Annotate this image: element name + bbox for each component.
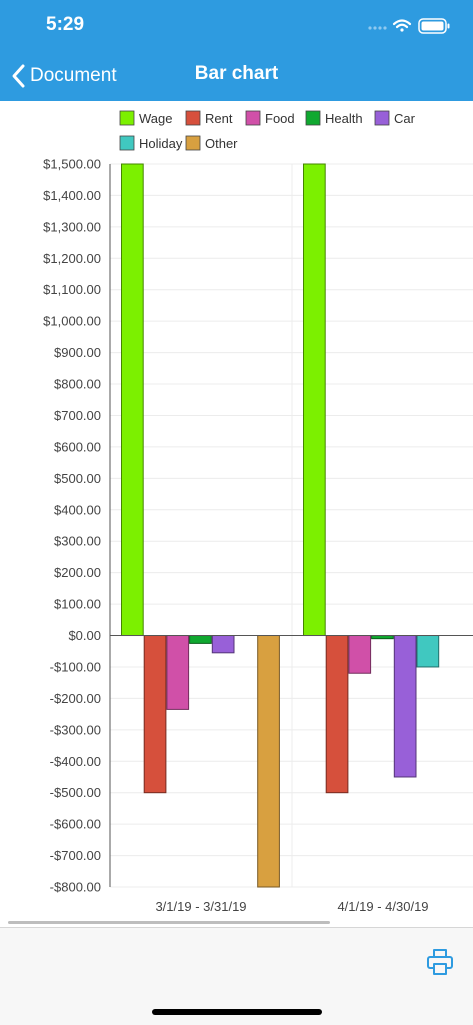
- y-tick-label: $700.00: [54, 408, 101, 423]
- y-tick-label: -$600.00: [50, 817, 101, 832]
- legend-label-1: Rent: [205, 111, 233, 126]
- x-tick-label: 4/1/19 - 4/30/19: [337, 899, 428, 914]
- bottom-toolbar: [0, 927, 473, 1025]
- print-icon[interactable]: [424, 946, 456, 978]
- y-tick-label: $800.00: [54, 377, 101, 392]
- status-icons: [368, 18, 450, 34]
- back-button[interactable]: Document: [10, 60, 117, 92]
- app-header: 5:29 Document Bar chart: [0, 0, 473, 101]
- bar-car-1: [393, 635, 417, 778]
- legend-label-0: Wage: [139, 111, 172, 126]
- y-tick-label: $1,000.00: [43, 314, 101, 329]
- bar-rent-0: [143, 635, 167, 794]
- y-tick-label: $1,400.00: [43, 188, 101, 203]
- y-tick-label: $900.00: [54, 345, 101, 360]
- bar-food-0: [166, 635, 190, 710]
- y-tick-label: $500.00: [54, 471, 101, 486]
- chevron-left-icon: [12, 64, 25, 88]
- back-button-label: Document: [30, 65, 117, 86]
- y-tick-label: -$200.00: [50, 691, 101, 706]
- status-time: 5:29: [46, 14, 85, 35]
- bar-health-0: [189, 635, 212, 644]
- bar-chart: Wage Rent Food Health Car Holiday Other $1,500.…: [43, 110, 473, 914]
- y-tick-label: $100.00: [54, 597, 101, 612]
- bar-wage-1: [303, 163, 326, 637]
- bar-holiday-1: [416, 635, 440, 668]
- y-tick-label: $400.00: [54, 502, 101, 517]
- legend-swatch-6: [185, 135, 201, 151]
- legend-label-3: Health: [325, 111, 363, 126]
- page-title: Bar chart: [194, 63, 279, 84]
- signal-icon: [368, 26, 387, 30]
- wifi-icon: [392, 19, 412, 32]
- y-tick-label: -$800.00: [50, 880, 101, 895]
- legend-swatch-1: [185, 110, 201, 126]
- y-tick-label: -$500.00: [50, 785, 101, 800]
- bar-wage-0: [121, 163, 144, 637]
- y-tick-label: -$400.00: [50, 754, 101, 769]
- legend-swatch-5: [119, 135, 135, 151]
- y-tick-label: $1,500.00: [43, 157, 101, 172]
- bar-other-0: [257, 635, 280, 888]
- legend-swatch-4: [374, 110, 390, 126]
- y-tick-label: $1,100.00: [43, 282, 101, 297]
- horizontal-scrollbar[interactable]: [8, 921, 330, 924]
- y-tick-label: -$100.00: [50, 659, 101, 674]
- home-indicator: [152, 1009, 322, 1015]
- y-tick-label: $600.00: [54, 439, 101, 454]
- y-tick-label: $1,200.00: [43, 251, 101, 266]
- legend-swatch-0: [119, 110, 135, 126]
- legend-label-5: Holiday: [139, 136, 183, 151]
- y-tick-label: $0.00: [68, 628, 101, 643]
- y-tick-label: -$700.00: [50, 848, 101, 863]
- bar-rent-1: [325, 635, 349, 794]
- y-tick-label: $200.00: [54, 565, 101, 580]
- bar-car-0: [211, 635, 235, 654]
- y-tick-label: -$300.00: [50, 722, 101, 737]
- legend-swatch-3: [305, 110, 321, 126]
- legend-label-6: Other: [205, 136, 238, 151]
- legend-label-4: Car: [394, 111, 416, 126]
- battery-icon: [418, 18, 450, 34]
- bar-food-1: [348, 635, 372, 674]
- legend-label-2: Food: [265, 111, 295, 126]
- y-tick-label: $1,300.00: [43, 219, 101, 234]
- legend-swatch-2: [245, 110, 261, 126]
- y-tick-label: $300.00: [54, 534, 101, 549]
- x-tick-label: 3/1/19 - 3/31/19: [155, 899, 246, 914]
